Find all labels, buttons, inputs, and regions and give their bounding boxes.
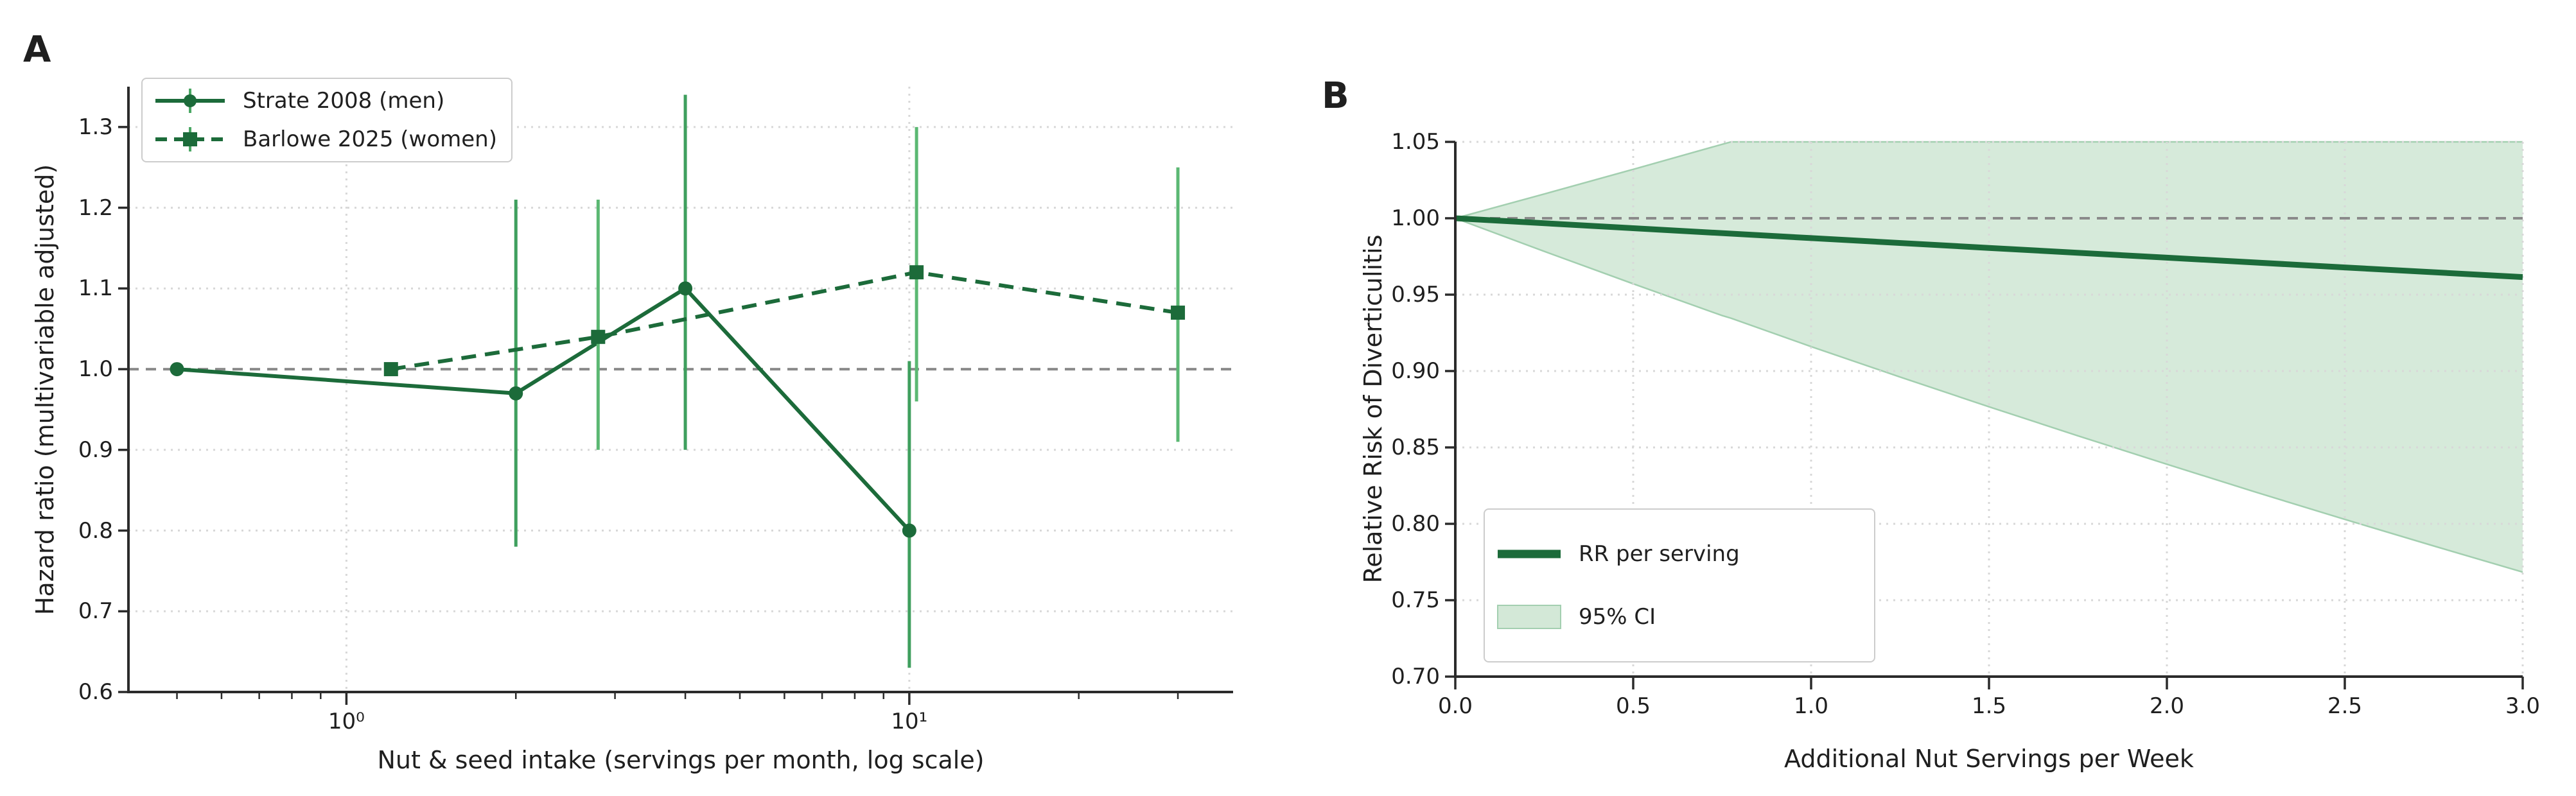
panel-b-x-tick-label: 2.0	[2149, 693, 2185, 719]
barlowe-2025-women-marker	[1171, 306, 1186, 320]
panel-a-y-tick-label: 1.0	[78, 356, 113, 383]
rr-per-serving-line	[1455, 215, 2523, 281]
legend-row-rr: RR per serving	[1485, 523, 1874, 585]
barlowe-2025-women-line	[390, 270, 1178, 372]
panel-b-y-tick-label: 0.70	[1391, 664, 1440, 689]
strate-2008-men-marker	[902, 523, 916, 538]
panel-a-x-tick-label: 10¹	[891, 709, 928, 734]
legend-row-strate: Strate 2008 (men)	[143, 82, 511, 120]
ci-patch-legend-sample-icon	[1497, 605, 1561, 629]
legend-label-rr: RR per serving	[1579, 541, 1740, 567]
panel-b-x-tick-label: 3.0	[2505, 693, 2541, 719]
barlowe-2025-women-marker	[591, 329, 606, 344]
legend-row-ci: 95% CI	[1485, 585, 1874, 648]
panel-a-legend: Strate 2008 (men) Barlowe 2025 (women)	[141, 78, 513, 162]
panel-a-y-tick-label: 0.7	[78, 598, 113, 625]
legend-label-barlowe: Barlowe 2025 (women)	[243, 126, 497, 152]
strate-2008-men-marker	[509, 386, 523, 401]
barlowe-legend-sample-icon	[155, 127, 225, 151]
panel-a-y-tick-label: 1.1	[78, 275, 113, 302]
panel-a-x-tick-label: 10⁰	[328, 709, 365, 734]
panel-b-x-tick-label: 0.5	[1615, 693, 1651, 719]
barlowe-2025-women-marker	[909, 265, 924, 280]
panel-b-legend: RR per serving 95% CI	[1484, 508, 1875, 662]
panel-b-x-tick-label: 1.0	[1793, 693, 1829, 719]
panel-b-y-tick-label: 0.80	[1391, 511, 1440, 537]
panel-b-x-tick-label: 0.0	[1437, 693, 1473, 719]
panel-a-y-tick-label: 0.6	[78, 679, 113, 705]
panel-b-y-tick-label: 0.75	[1391, 587, 1440, 613]
panel-b-y-tick-label: 0.95	[1391, 282, 1440, 307]
legend-label-strate: Strate 2008 (men)	[243, 88, 445, 114]
strate-2008-men-line	[177, 286, 911, 532]
panel-b-y-tick-label: 1.00	[1391, 205, 1440, 231]
panel-b-x-tick-label: 1.5	[1971, 693, 2007, 719]
ci-band-lower-edge	[1455, 217, 2523, 573]
panel-a-y-tick-label: 0.9	[78, 437, 113, 463]
legend-label-ci: 95% CI	[1579, 604, 1656, 630]
panel-b-y-tick-label: 1.05	[1391, 129, 1440, 155]
panel-a-y-tick-label: 0.8	[78, 517, 113, 544]
strate-legend-sample-icon	[155, 89, 225, 113]
panel-b-x-axis-label: Additional Nut Servings per Week	[1784, 745, 2194, 773]
panel-a-y-axis-label: Hazard ratio (multivariable adjusted)	[31, 164, 59, 616]
panel-a-x-axis-label: Nut & seed intake (servings per month, l…	[377, 746, 985, 774]
rr-line-legend-sample-icon	[1498, 549, 1561, 558]
panel-a-letter: A	[23, 29, 51, 71]
strate-2008-men-marker	[678, 281, 693, 296]
panel-a-y-tick-label: 1.2	[78, 195, 113, 221]
panel-b-x-tick-label: 2.5	[2327, 693, 2363, 719]
panel-b-y-tick-label: 0.90	[1391, 358, 1440, 384]
ci-band	[1455, 142, 2523, 573]
legend-row-barlowe: Barlowe 2025 (women)	[143, 120, 511, 159]
barlowe-2025-women-marker	[383, 362, 398, 377]
panel-b-y-tick-label: 0.85	[1391, 435, 1440, 460]
panel-a-y-tick-label: 1.3	[78, 114, 113, 140]
strate-2008-men-marker	[170, 362, 184, 377]
panel-b-letter: B	[1322, 75, 1349, 117]
